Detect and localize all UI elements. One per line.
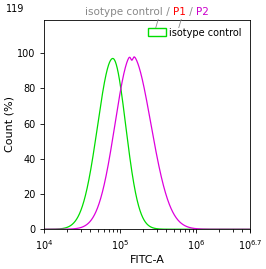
Text: P2: P2: [196, 7, 209, 17]
Y-axis label: Count (%): Count (%): [4, 97, 14, 153]
Text: isotype control: isotype control: [85, 7, 163, 17]
Text: /: /: [186, 7, 196, 17]
Text: /: /: [163, 7, 173, 17]
Legend: isotype control: isotype control: [145, 24, 245, 40]
Text: /: /: [175, 19, 185, 29]
Text: P1: P1: [173, 7, 186, 17]
Text: 119: 119: [6, 4, 24, 14]
Text: /: /: [152, 19, 162, 29]
X-axis label: FITC-A: FITC-A: [130, 255, 164, 265]
